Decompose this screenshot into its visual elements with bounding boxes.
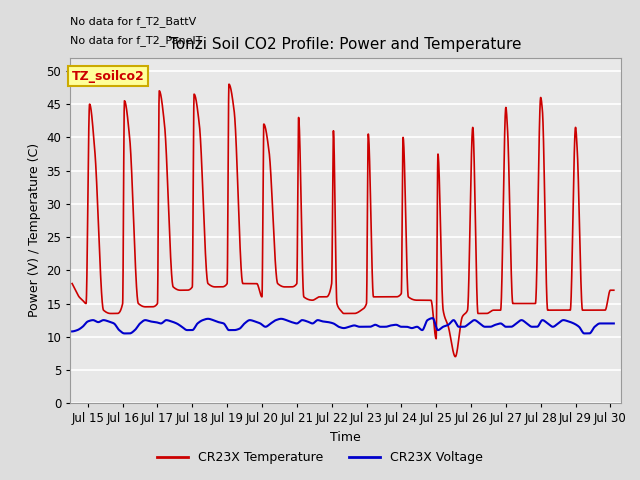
Legend: CR23X Temperature, CR23X Voltage: CR23X Temperature, CR23X Voltage [152,446,488,469]
Text: TZ_soilco2: TZ_soilco2 [72,70,144,83]
Text: No data for f_T2_PanelT: No data for f_T2_PanelT [70,35,203,46]
Text: No data for f_T2_BattV: No data for f_T2_BattV [70,16,196,27]
X-axis label: Time: Time [330,431,361,444]
Title: Tonzi Soil CO2 Profile: Power and Temperature: Tonzi Soil CO2 Profile: Power and Temper… [170,37,522,52]
Y-axis label: Power (V) / Temperature (C): Power (V) / Temperature (C) [28,144,41,317]
